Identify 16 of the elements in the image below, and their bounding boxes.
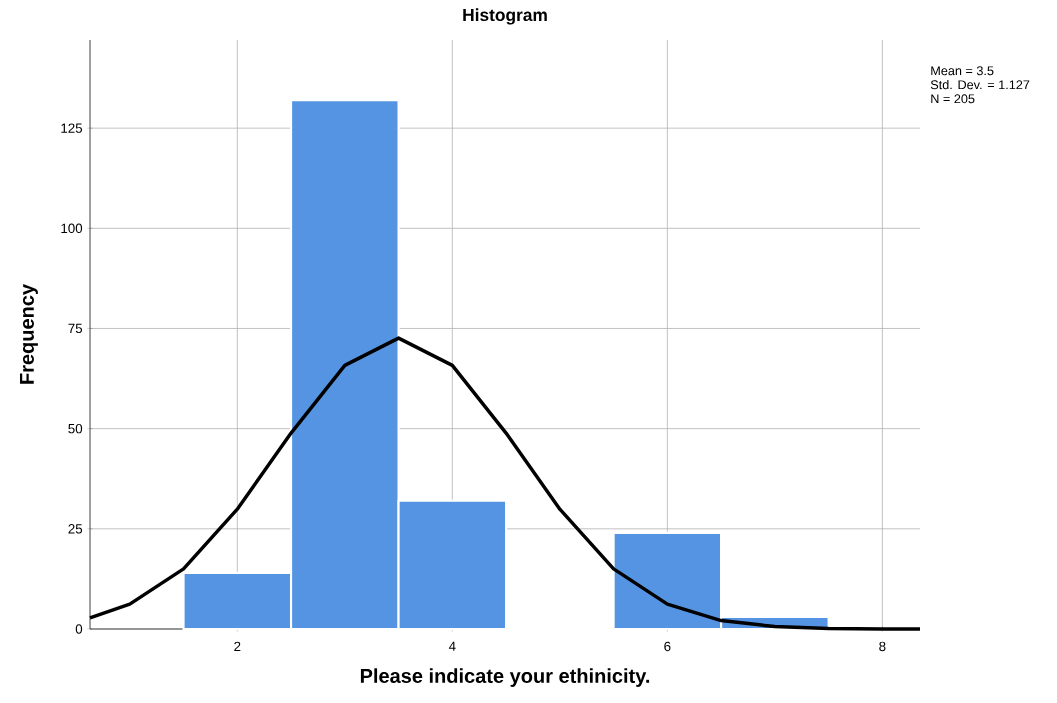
text: Mean = 3.5	[931, 66, 994, 76]
y-tick-label: 25	[68, 524, 83, 534]
y-tick-label: 0	[75, 624, 83, 634]
text: Std. Dev. = 1.127	[930, 79, 1030, 90]
x-tick-label: 6	[664, 641, 671, 652]
y-tick-label: 100	[61, 223, 83, 234]
chart-title: Histogram	[463, 8, 547, 25]
y-tick-label: 75	[68, 323, 83, 334]
y-tick-label: 125	[61, 123, 83, 133]
y-tick-label: 50	[68, 423, 83, 434]
x-tick-label: 8	[879, 641, 886, 652]
x-axis-title: Please indicate your ethinicity.	[360, 668, 650, 687]
text: N = 205	[931, 94, 975, 104]
x-tick-label: 2	[234, 641, 241, 652]
x-tick-label: 4	[448, 641, 456, 651]
y-axis-title: Frequency	[19, 284, 38, 384]
